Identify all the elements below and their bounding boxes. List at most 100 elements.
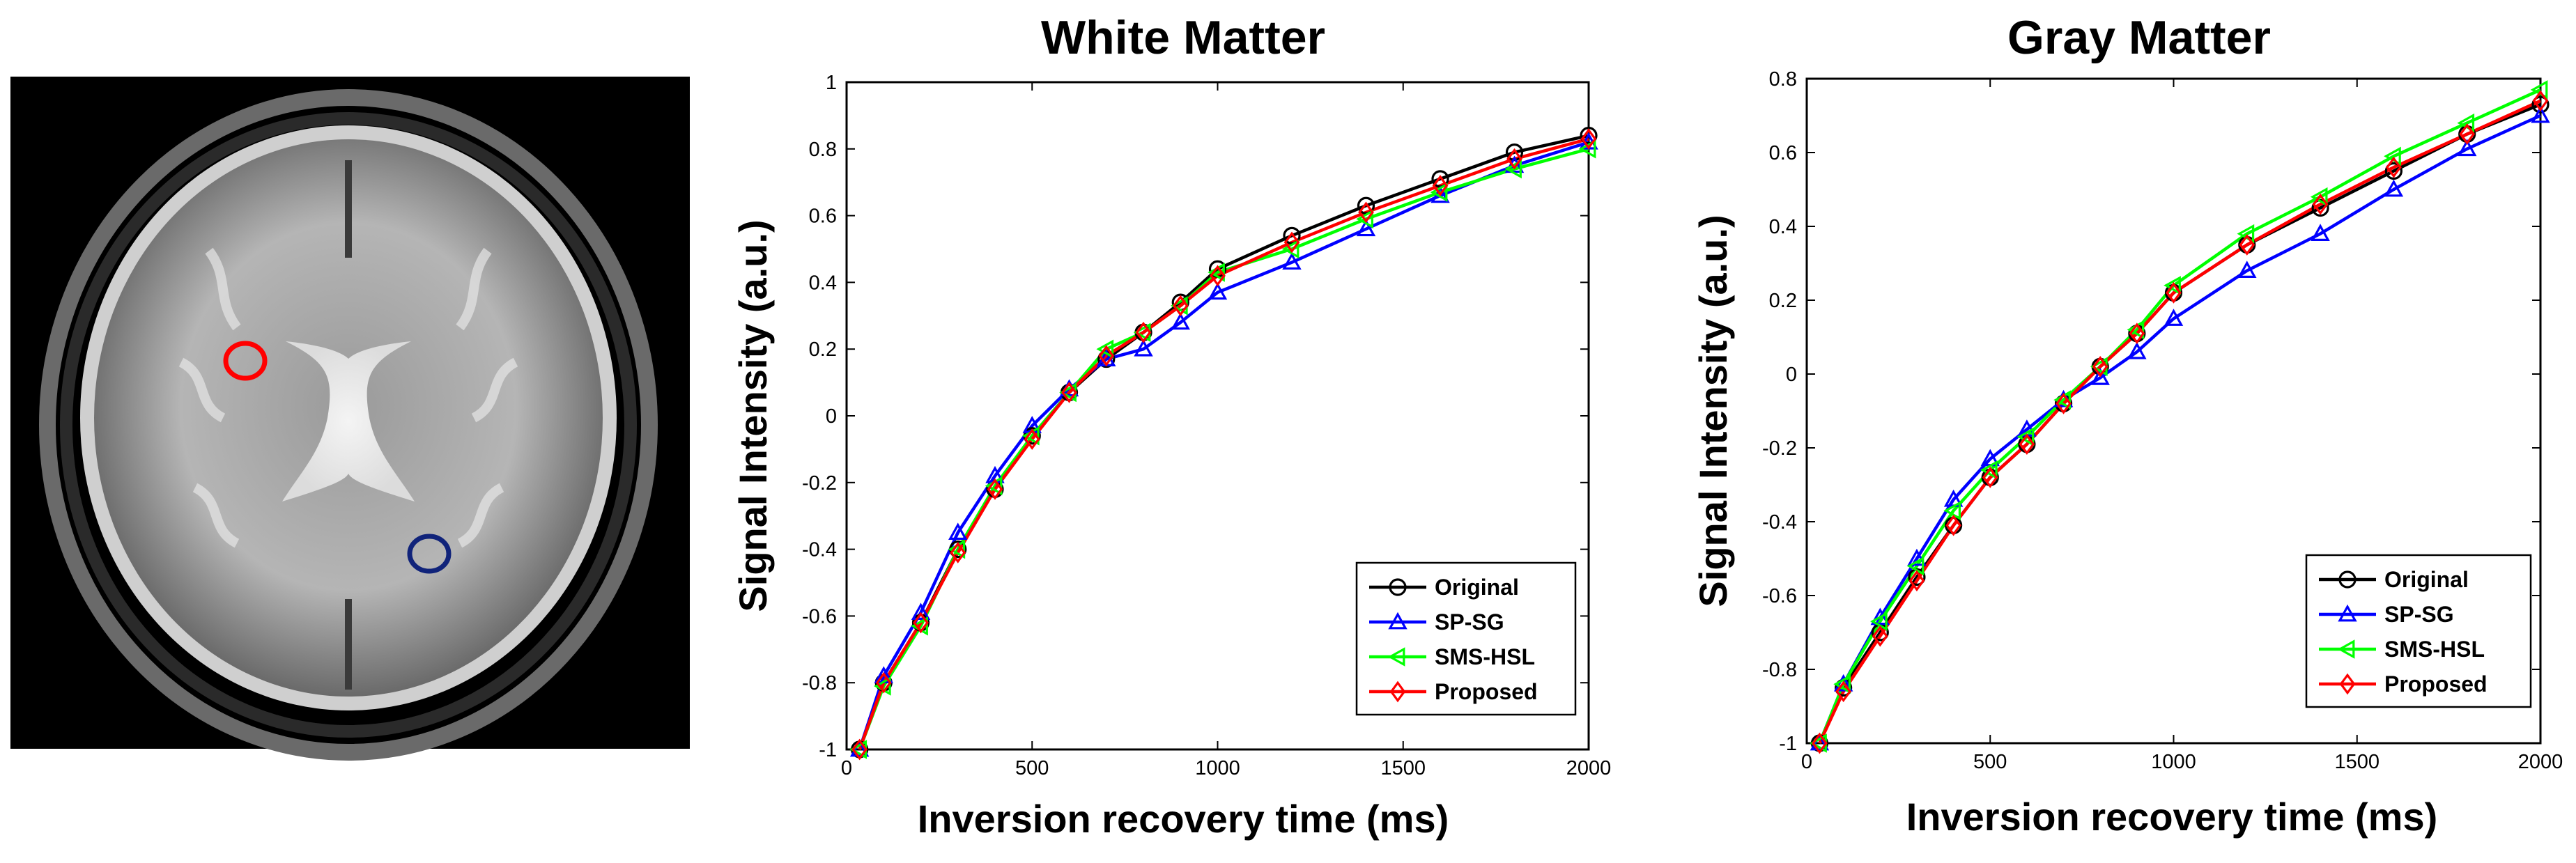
data-point-sp-sg [849, 739, 870, 757]
data-point-sp-sg [1833, 674, 1853, 692]
data-point-sms-hsl [2164, 276, 2181, 295]
data-point-proposed [1061, 382, 1077, 403]
y-tick-label: -0.6 [1762, 585, 1797, 607]
legend-label: SP-SG [2384, 602, 2454, 627]
data-point-sms-hsl [1833, 674, 1851, 694]
data-point-sp-sg [1870, 607, 1890, 625]
x-tick-label: 1000 [1195, 757, 1240, 779]
data-point-original [2384, 162, 2403, 180]
y-tick-label: 0.4 [1769, 216, 1797, 238]
y-tick-label: -0.2 [802, 472, 837, 495]
data-point-proposed [1982, 467, 1998, 488]
series-line-sp-sg [1818, 114, 2541, 744]
data-point-sp-sg [2164, 309, 2184, 326]
data-point-sms-hsl [1430, 182, 1448, 202]
data-point-sms-hsl [1096, 339, 1114, 359]
y-tick-label: -1 [819, 739, 837, 761]
data-point-sp-sg [1504, 155, 1525, 173]
legend-marker [1389, 578, 1407, 596]
data-point-sms-hsl [1870, 612, 1888, 631]
legend: Original SP-SG SMS-HSL Proposed [1355, 561, 1577, 716]
roi-white-matter-circle [223, 341, 268, 381]
data-point-original [2531, 95, 2550, 114]
y-tick-label: 0.6 [1769, 142, 1797, 164]
data-point-proposed [1172, 295, 1189, 317]
data-point-proposed [950, 542, 966, 563]
series-line-sp-sg [858, 141, 1589, 750]
legend-marker [1388, 612, 1407, 630]
data-point-proposed [2386, 156, 2402, 178]
data-point-sp-sg [2127, 341, 2147, 359]
chart-title: White Matter [1041, 11, 1325, 64]
legend-marker [2338, 604, 2357, 622]
data-point-proposed [987, 479, 1003, 500]
legend-label: SP-SG [1435, 609, 1504, 635]
data-point-proposed [2166, 282, 2182, 304]
y-tick-label: -0.4 [1762, 511, 1797, 534]
data-point-proposed [2312, 193, 2329, 215]
data-point-sp-sg [2311, 224, 2330, 241]
data-point-sms-hsl [1356, 209, 1373, 229]
legend-entry-sms-hsl: SMS-HSL [1369, 644, 1535, 669]
data-point-proposed [875, 671, 892, 694]
y-tick-label: 0 [1786, 364, 1797, 386]
data-point-sms-hsl [1943, 501, 1961, 520]
y-tick-label: -1 [1779, 733, 1797, 755]
legend-marker [2338, 570, 2357, 589]
data-point-proposed [1908, 570, 1925, 592]
data-point-proposed [1358, 201, 1374, 224]
legend-marker [1389, 681, 1406, 703]
data-point-sp-sg [2090, 368, 2110, 385]
y-tick-label: 0.6 [809, 205, 837, 228]
data-point-sp-sg [1282, 252, 1302, 270]
data-point-proposed [2019, 433, 2035, 456]
y-tick-label: 0 [826, 405, 837, 428]
data-point-original [1357, 196, 1375, 215]
data-point-sms-hsl [1281, 239, 1299, 259]
legend-entry-original: Original [1369, 575, 1519, 600]
y-tick-label: 0.4 [809, 272, 837, 294]
y-tick-label: 1 [826, 72, 837, 94]
data-point-sp-sg [2384, 179, 2404, 197]
y-tick-label: -0.6 [802, 605, 837, 628]
data-point-sms-hsl [1906, 556, 1925, 576]
data-point-proposed [1872, 625, 1888, 647]
data-point-original [1580, 127, 1598, 145]
legend: Original SP-SG SMS-HSL Proposed [2305, 554, 2532, 708]
series-line-proposed [1818, 99, 2541, 744]
data-point-proposed [1210, 265, 1226, 287]
data-point-sp-sg [1810, 733, 1830, 751]
data-point-proposed [851, 738, 867, 761]
x-tick-label: 500 [1973, 751, 2007, 773]
y-tick-label: 0.2 [1769, 290, 1797, 312]
legend-entry-sp-sg: SP-SG [1369, 609, 1504, 635]
y-tick-label: -0.4 [802, 539, 837, 561]
chart-gray-matter: Gray Matter 0 500 1000 1500 2000 -1 -0.8 -0.6 -0… [1691, 11, 2563, 839]
y-tick-label: -0.8 [1762, 659, 1797, 681]
y-tick-label: 0.2 [809, 339, 837, 361]
legend-entry-proposed: Proposed [2319, 671, 2488, 697]
data-point-proposed [2056, 393, 2072, 414]
data-point-proposed [1506, 148, 1522, 170]
chart-white-matter: White Matter 0 500 1000 1500 2000 -1 -0.8 -0.6 -… [731, 11, 1611, 841]
data-point-proposed [2459, 123, 2476, 145]
data-point-proposed [1432, 175, 1449, 196]
y-tick-label: -0.2 [1762, 437, 1797, 460]
y-tick-label: 0.8 [1769, 68, 1797, 91]
data-point-sp-sg [911, 602, 931, 621]
data-point-sp-sg [1134, 339, 1153, 357]
y-tick-label: -0.8 [802, 672, 837, 694]
data-point-original [1283, 226, 1301, 244]
legend-entry-proposed: Proposed [1369, 679, 1538, 704]
legend-label: Proposed [1435, 679, 1538, 704]
data-point-proposed [1024, 428, 1040, 450]
data-point-proposed [2532, 90, 2549, 112]
brain-mri-image [10, 77, 690, 761]
data-point-proposed [1098, 345, 1115, 367]
x-tick-label: 1000 [2151, 751, 2196, 773]
data-point-proposed [2239, 234, 2255, 256]
legend-marker [2337, 639, 2355, 659]
data-point-sms-hsl [2016, 427, 2035, 446]
data-point-sms-hsl [2310, 187, 2328, 207]
